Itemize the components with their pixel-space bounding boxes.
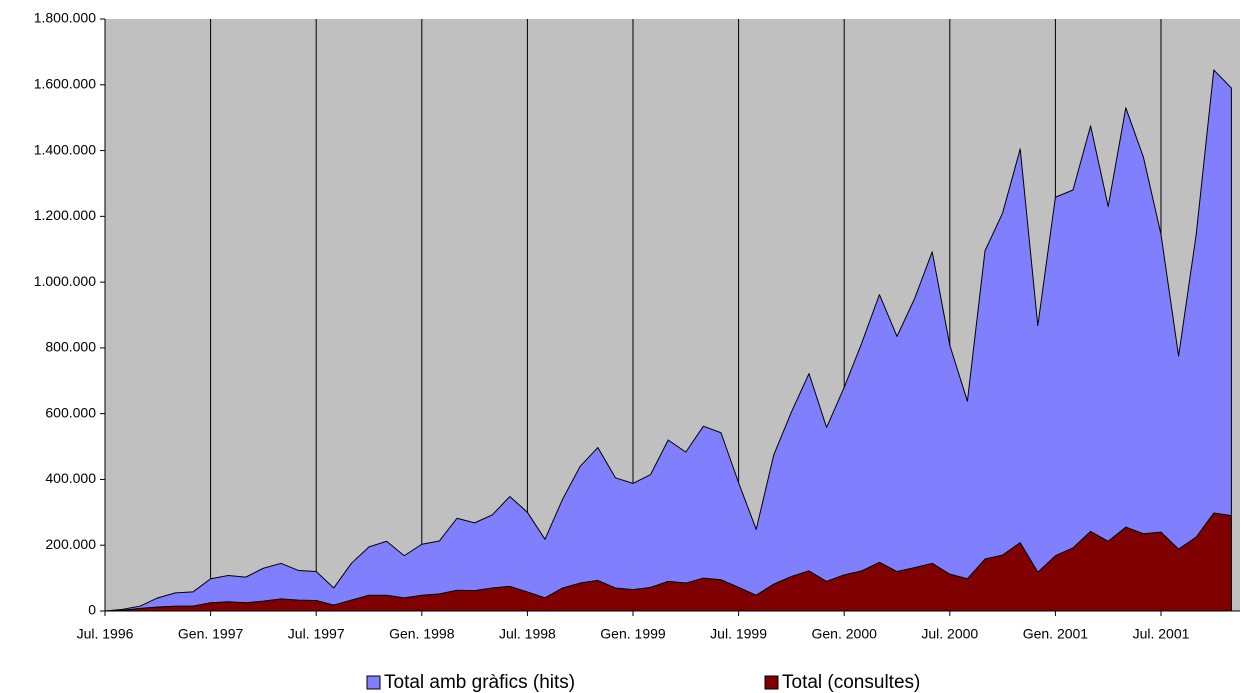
legend-label: Total (consultes) bbox=[782, 672, 920, 693]
y-tick-label: 400.000 bbox=[45, 470, 96, 486]
y-tick-label: 0 bbox=[88, 602, 96, 618]
legend-swatch bbox=[764, 675, 779, 690]
y-tick-label: 1.200.000 bbox=[34, 207, 96, 223]
y-tick-label: 1.400.000 bbox=[34, 141, 96, 157]
legend-label: Total amb gràfics (hits) bbox=[384, 672, 575, 693]
x-tick-label: Jul. 1996 bbox=[77, 626, 134, 642]
y-tick-label: 1.800.000 bbox=[34, 10, 96, 26]
x-tick-label: Jul. 1999 bbox=[710, 626, 767, 642]
x-tick-label: Gen. 2001 bbox=[1023, 626, 1089, 642]
x-tick-label: Jul. 2000 bbox=[921, 626, 978, 642]
y-tick-label: 800.000 bbox=[45, 339, 96, 355]
x-tick-label: Gen. 1998 bbox=[389, 626, 455, 642]
y-tick-label: 1.600.000 bbox=[34, 75, 96, 91]
x-tick-label: Gen. 1997 bbox=[178, 626, 244, 642]
x-tick-label: Jul. 1998 bbox=[499, 626, 556, 642]
x-tick-label: Jul. 2001 bbox=[1133, 626, 1190, 642]
legend: Total amb gràfics (hits) Total (consultes… bbox=[366, 672, 920, 693]
y-tick-label: 1.000.000 bbox=[34, 273, 96, 289]
x-tick-label: Gen. 2000 bbox=[812, 626, 878, 642]
x-tick-label: Gen. 1999 bbox=[600, 626, 666, 642]
y-tick-label: 600.000 bbox=[45, 404, 96, 420]
area bbox=[104, 69, 1232, 612]
x-tick-label: Jul. 1997 bbox=[288, 626, 345, 642]
area bbox=[104, 512, 1232, 612]
legend-swatch bbox=[366, 675, 381, 690]
y-tick-label: 200.000 bbox=[45, 536, 96, 552]
